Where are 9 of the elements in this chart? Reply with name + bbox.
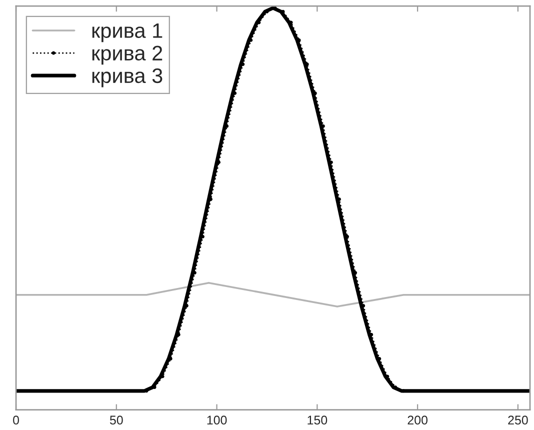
x-tick-label: 50 <box>110 416 123 425</box>
x-tick-label: 200 <box>408 416 428 425</box>
legend-label: крива 1 <box>92 23 162 42</box>
legend-label: крива 3 <box>92 68 162 88</box>
x-tick-label: 0 <box>13 416 20 425</box>
x-tick-label: 250 <box>508 416 528 425</box>
legend-label: крива 2 <box>92 46 162 65</box>
x-tick-label: 100 <box>207 416 227 425</box>
x-tick-label: 150 <box>308 416 328 425</box>
